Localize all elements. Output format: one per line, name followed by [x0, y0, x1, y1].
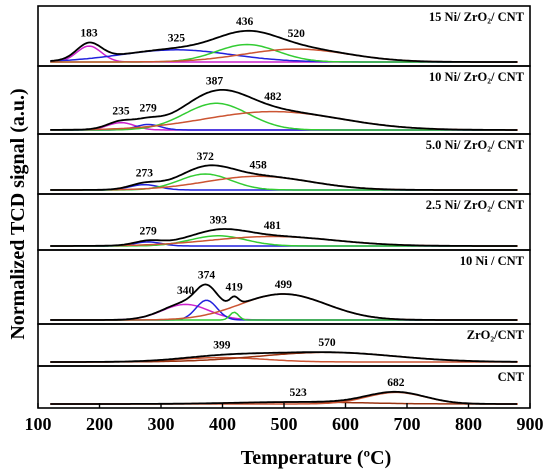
peak-label-235: 235	[112, 105, 130, 117]
sample-label: ZrO₂/CNT	[467, 328, 525, 342]
sample-label: 15 Ni/ ZrO₂/ CNT	[429, 10, 525, 24]
total-signal-curve	[50, 29, 518, 63]
x-tick-label-900: 900	[517, 414, 544, 434]
peak-label-419: 419	[226, 281, 244, 293]
total-signal-curve	[50, 89, 518, 131]
peak-label-325: 325	[168, 33, 186, 45]
peak-label-458: 458	[250, 159, 268, 171]
sample-label: 10 Ni/ ZrO₂/ CNT	[429, 70, 525, 84]
panel-2: 235 279 387 482 10 Ni/ ZrO₂/ CNT	[37, 65, 531, 135]
peak-label-523: 523	[290, 387, 308, 399]
y-axis-title: Normalized TCD signal (a.u.)	[7, 88, 29, 339]
x-tick-label-100: 100	[25, 414, 52, 434]
x-tick-label-600: 600	[332, 414, 359, 434]
panel-7: 523 682 CNT	[37, 365, 531, 409]
peak-label-273: 273	[136, 167, 154, 179]
x-tick-label-500: 500	[271, 414, 298, 434]
peak-label-399: 399	[213, 340, 231, 352]
x-tick-label-400: 400	[209, 414, 236, 434]
panels-layer: 183 325 436 520 15 Ni/ ZrO₂/ CNT 235 279 387 482…	[37, 5, 531, 409]
panel-6: 399 570 ZrO₂/CNT	[37, 323, 531, 367]
x-tick-label-800: 800	[455, 414, 482, 434]
sample-label: 2.5 Ni/ ZrO₂/ CNT	[426, 198, 525, 212]
peak-label-482: 482	[264, 91, 282, 103]
peak-label-393: 393	[210, 214, 228, 226]
total-signal-curve	[50, 228, 518, 247]
panel-1: 183 325 436 520 15 Ni/ ZrO₂/ CNT	[37, 5, 531, 67]
x-tick-label-200: 200	[86, 414, 113, 434]
deconvolution-curve-2	[50, 49, 518, 63]
peak-label-387: 387	[206, 76, 224, 88]
peak-label-372: 372	[197, 151, 215, 163]
x-tick-label-700: 700	[394, 414, 421, 434]
peak-label-279: 279	[139, 102, 157, 114]
panel-4: 279 393 481 2.5 Ni/ ZrO₂/ CNT	[37, 193, 531, 251]
sample-label: 5.0 Ni/ ZrO₂/ CNT	[426, 138, 525, 152]
x-axis-title: Temperature (ºC)	[241, 447, 391, 469]
peak-label-183: 183	[80, 28, 98, 40]
peak-label-481: 481	[264, 220, 282, 232]
total-signal-curve	[50, 351, 518, 363]
peak-label-436: 436	[236, 16, 254, 28]
deconvolution-curve-1	[50, 303, 518, 321]
x-axis-ticks: 100 200 300 400 500 600 700 800 900	[25, 403, 544, 434]
x-tick-label-300: 300	[148, 414, 175, 434]
total-signal-curve	[50, 283, 518, 321]
peak-label-570: 570	[318, 337, 336, 349]
peak-label-520: 520	[288, 28, 306, 40]
deconvolution-curve-4	[50, 293, 518, 321]
total-signal-curve	[50, 390, 518, 405]
sample-label: 10 Ni / CNT	[460, 254, 525, 268]
sample-label: CNT	[498, 370, 525, 384]
peak-label-340: 340	[177, 285, 195, 297]
total-signal-curve	[50, 164, 518, 191]
deconvolution-curve-2	[50, 299, 518, 321]
peak-label-279: 279	[139, 225, 157, 237]
peak-label-682: 682	[387, 377, 405, 389]
peak-label-499: 499	[275, 279, 293, 291]
peak-label-374: 374	[198, 270, 216, 282]
panel-3: 273 372 458 5.0 Ni/ ZrO₂/ CNT	[37, 133, 531, 195]
